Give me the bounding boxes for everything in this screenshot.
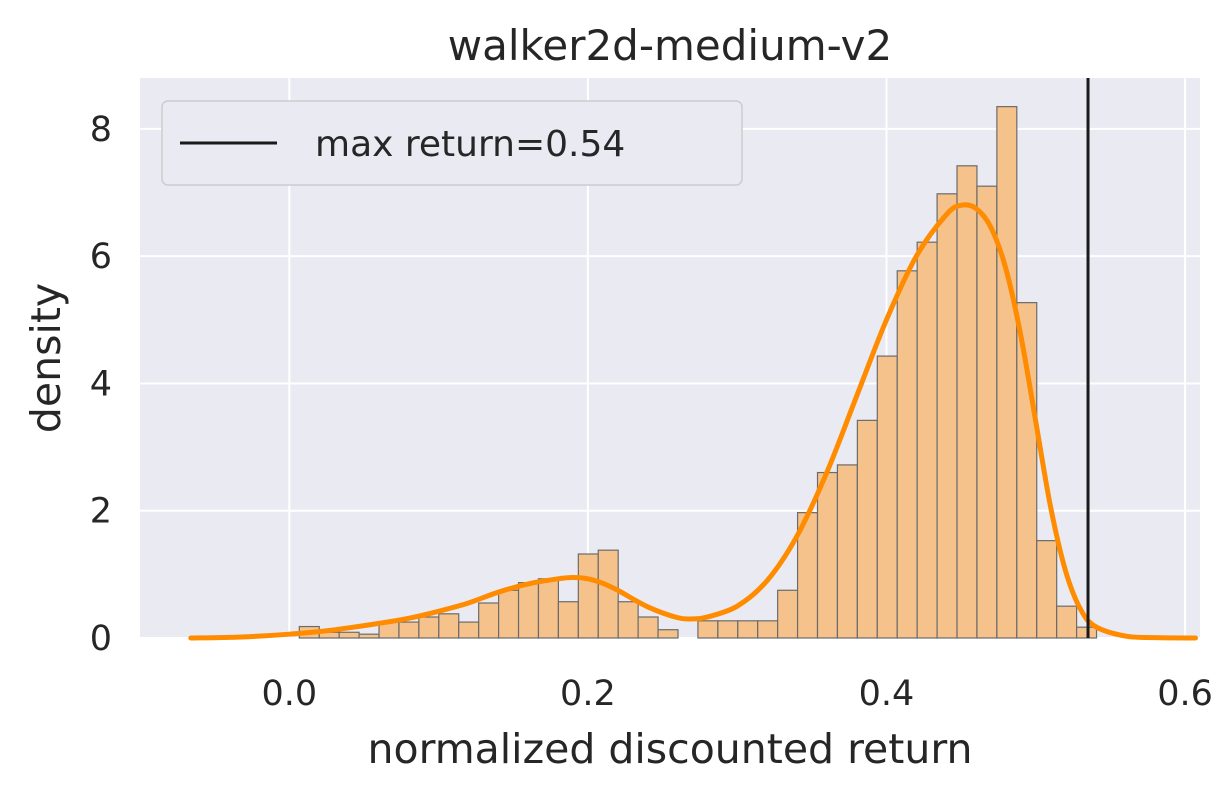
y-tick-label: 0 xyxy=(90,619,112,659)
y-axis-label: density xyxy=(22,283,70,433)
histogram-bar xyxy=(916,241,938,639)
x-tick-label: 0.0 xyxy=(261,674,317,714)
histogram-bar xyxy=(478,602,500,639)
histogram-bar xyxy=(398,621,420,639)
legend: max return=0.54 xyxy=(161,100,743,186)
histogram-bar xyxy=(697,620,719,639)
histogram-bar xyxy=(1036,540,1058,639)
histogram-bar xyxy=(418,616,440,639)
histogram-bar xyxy=(1056,605,1078,639)
y-tick-labels: 0 2 4 6 8 xyxy=(90,110,112,659)
legend-label: max return=0.54 xyxy=(315,124,625,165)
histogram-bar xyxy=(777,589,799,639)
kde-curve xyxy=(188,202,1199,641)
histogram-bar xyxy=(517,582,540,639)
histogram-bar xyxy=(757,620,779,639)
histogram-bar xyxy=(537,578,560,639)
histogram-bar xyxy=(637,616,659,639)
y-tick-label: 8 xyxy=(90,110,112,150)
y-tick-label: 2 xyxy=(90,492,112,532)
y-tick-label: 6 xyxy=(90,237,112,277)
x-tick-label: 0.4 xyxy=(859,674,915,714)
x-tick-label: 0.2 xyxy=(560,674,616,714)
histogram-bar xyxy=(657,629,679,639)
histogram-bar xyxy=(438,613,460,639)
histogram-bar xyxy=(617,601,639,639)
legend-box xyxy=(161,100,743,186)
histogram-bar xyxy=(498,589,520,639)
x-axis-label: normalized discounted return xyxy=(368,725,973,773)
histogram-bar xyxy=(856,419,878,639)
chart-title: walker2d-medium-v2 xyxy=(448,21,892,70)
histogram-bar xyxy=(836,464,858,639)
histogram-bar xyxy=(717,620,739,639)
histogram-bar xyxy=(597,549,619,639)
histogram-bar xyxy=(1016,302,1038,639)
histogram-bar xyxy=(816,471,839,639)
histogram-bar xyxy=(557,601,579,639)
histogram-bar xyxy=(876,355,898,639)
histogram-bar xyxy=(577,553,599,639)
histogram-bar xyxy=(956,165,978,639)
x-tick-label: 0.6 xyxy=(1157,674,1213,714)
histogram-bar xyxy=(936,193,958,639)
histogram-bar xyxy=(358,633,380,639)
histogram-bar xyxy=(737,620,759,639)
histogram-bar xyxy=(458,621,480,639)
histogram-bar xyxy=(896,270,918,639)
y-tick-label: 4 xyxy=(90,364,112,404)
x-tick-labels: 0.0 0.2 0.4 0.6 xyxy=(261,674,1212,714)
histogram-bar xyxy=(996,106,1018,639)
histogram-bar xyxy=(976,185,998,639)
histogram-bar xyxy=(338,631,360,639)
